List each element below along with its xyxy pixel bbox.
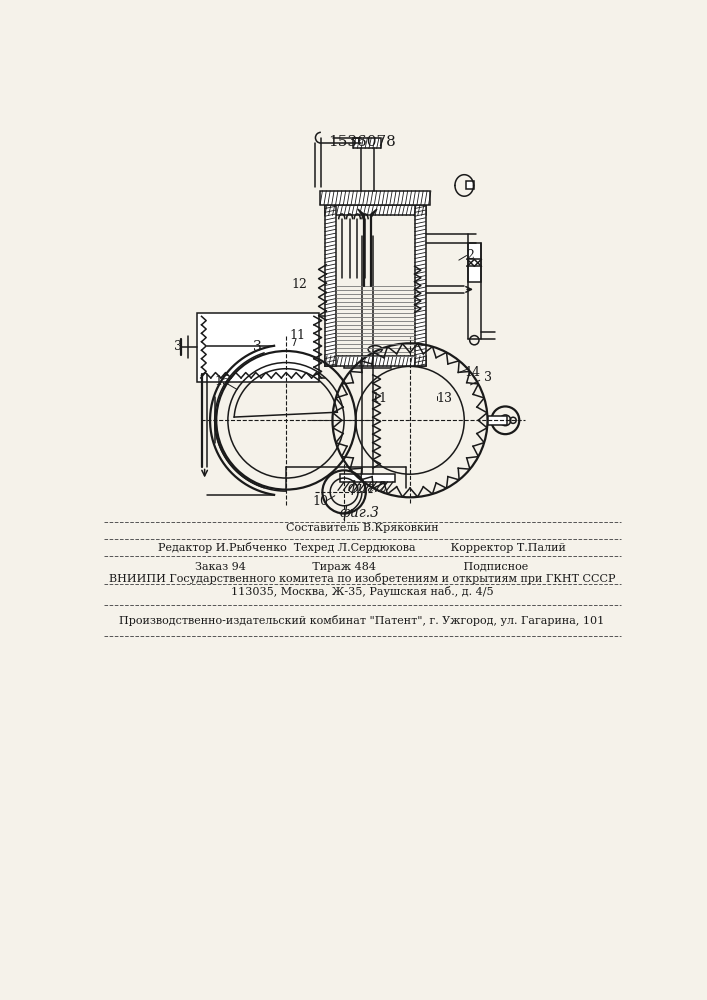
Text: Производственно-издательский комбинат "Патент", г. Ужгород, ул. Гагарина, 101: Производственно-издательский комбинат "П…	[119, 615, 604, 626]
Text: 2: 2	[466, 249, 474, 262]
Bar	[340, 474, 395, 482]
Text: 15: 15	[214, 375, 230, 388]
Text: ВНИИПИ Государственного комитета по изобретениям и открытиям при ГКНТ СССР: ВНИИПИ Государственного комитета по изоб…	[109, 573, 615, 584]
Text: 11: 11	[371, 392, 387, 405]
Text: 13: 13	[437, 392, 453, 405]
Bar	[414, 205, 426, 366]
Bar	[488, 416, 507, 425]
Text: 11: 11	[290, 329, 305, 342]
Text: 3: 3	[174, 340, 182, 353]
Text: Заказ 94                   Тираж 484                         Подписное: Заказ 94 Тираж 484 Подписное	[195, 562, 529, 572]
Bar	[197, 313, 319, 382]
Text: 12: 12	[292, 278, 308, 291]
Text: Составитель В.Кряковкин: Составитель В.Кряковкин	[286, 523, 438, 533]
Bar	[325, 356, 426, 366]
Bar	[466, 181, 474, 189]
Text: Редактор И.Рыбченко  Техред Л.Сердюкова          Корректор Т.Палий: Редактор И.Рыбченко Техред Л.Сердюкова К…	[158, 542, 566, 553]
Bar	[325, 205, 336, 366]
Text: 1536078: 1536078	[328, 135, 396, 149]
Bar	[354, 138, 381, 148]
Text: фиг.2: фиг.2	[347, 480, 387, 495]
Bar	[344, 359, 391, 368]
Text: 3: 3	[253, 340, 262, 354]
Text: 113035, Москва, Ж-35, Раушская наб., д. 4/5: 113035, Москва, Ж-35, Раушская наб., д. …	[230, 586, 493, 597]
Bar	[325, 205, 426, 215]
Bar	[468, 243, 481, 282]
Text: 10: 10	[313, 495, 329, 508]
Text: 3: 3	[484, 371, 491, 384]
Text: фиг.3: фиг.3	[339, 505, 380, 520]
Text: 14: 14	[464, 366, 480, 379]
Bar	[320, 191, 430, 205]
